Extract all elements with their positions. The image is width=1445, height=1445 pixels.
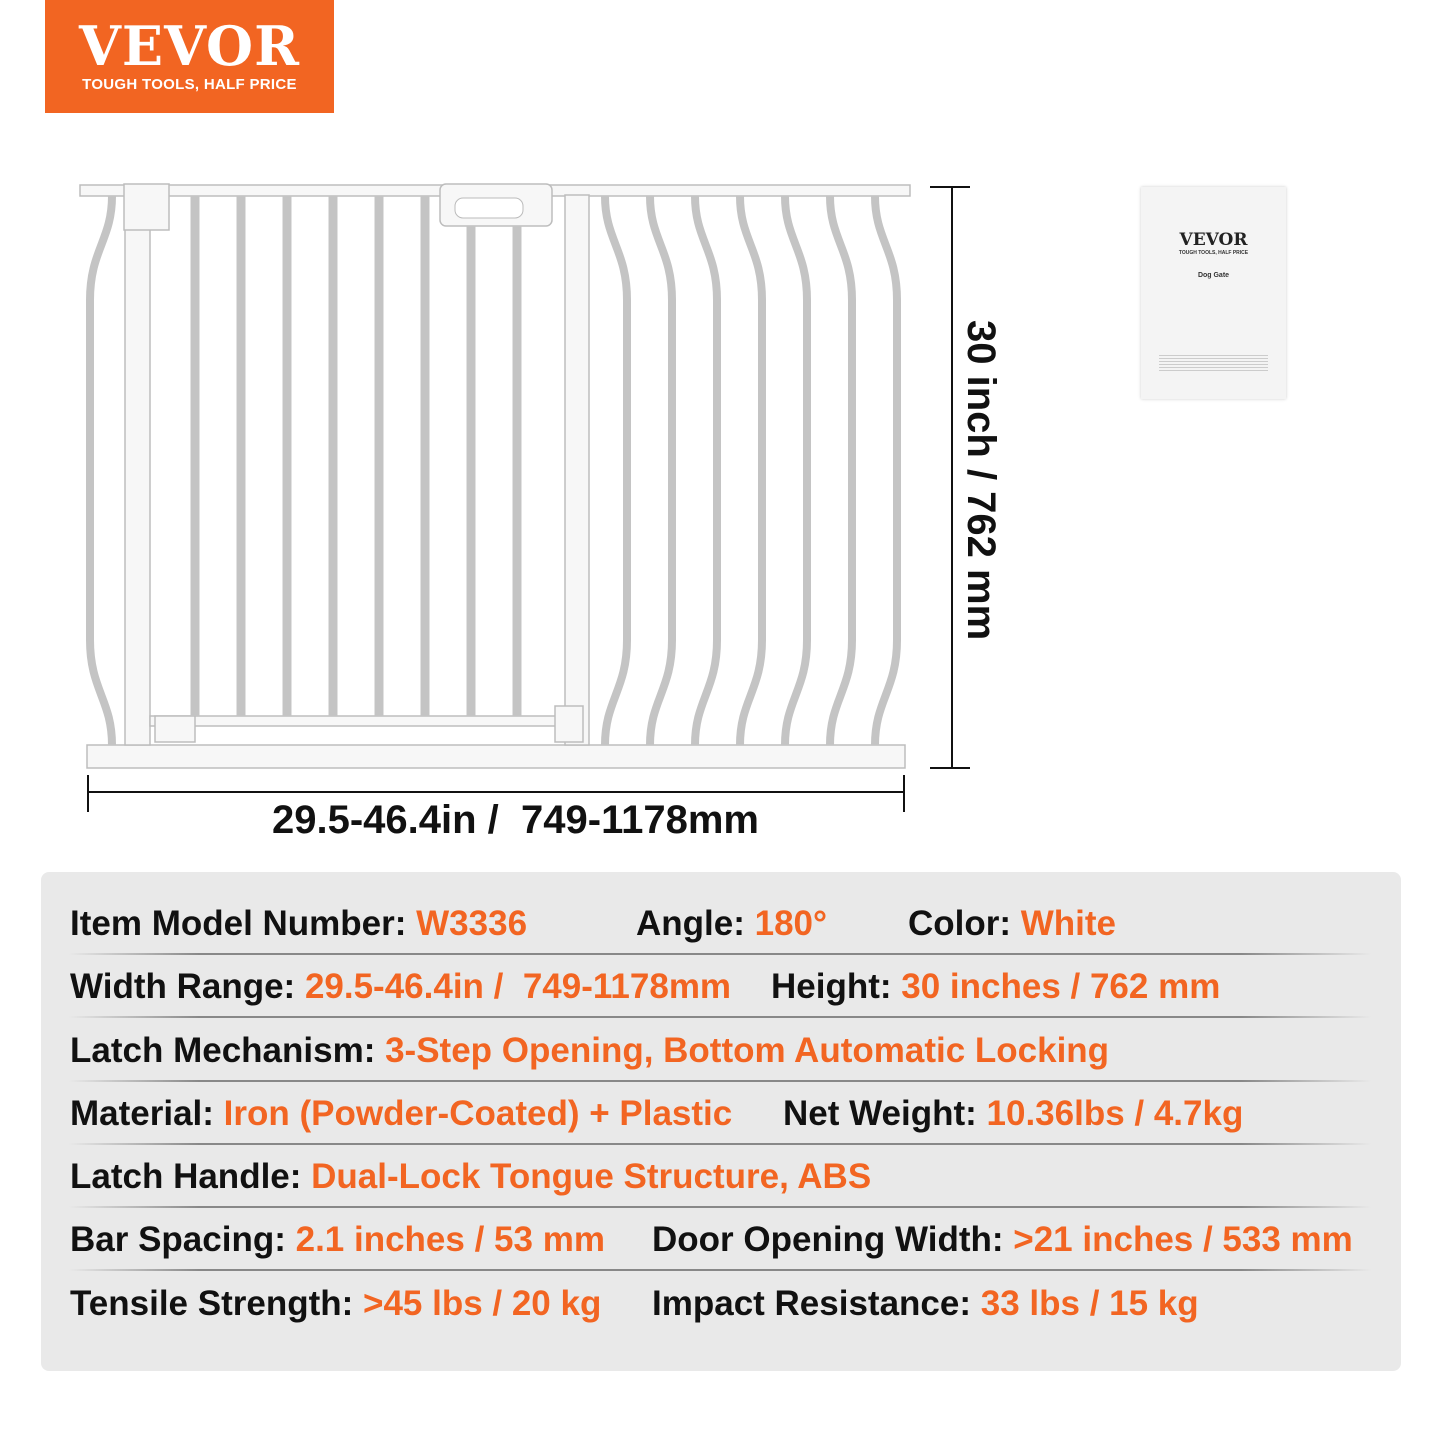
spec-value: 2.1 inches / 53 mm bbox=[295, 1220, 605, 1259]
spec-value: 180° bbox=[754, 904, 828, 943]
spec-item: Color: White bbox=[908, 904, 1116, 944]
spec-item: Door Opening Width: >21 inches / 533 mm bbox=[652, 1220, 1353, 1260]
spec-item: Item Model Number: W3336 bbox=[70, 904, 527, 944]
spec-item: Impact Resistance: 33 lbs / 15 kg bbox=[652, 1284, 1199, 1324]
spec-item: Material: Iron (Powder-Coated) + Plastic bbox=[70, 1094, 732, 1134]
row-divider bbox=[69, 1016, 1371, 1018]
spec-item: Width Range: 29.5-46.4in / 749-1178mm bbox=[70, 967, 731, 1007]
row-divider bbox=[69, 1206, 1371, 1208]
spec-label: Item Model Number: bbox=[70, 904, 417, 943]
row-divider bbox=[69, 1080, 1371, 1082]
spec-value: >21 inches / 533 mm bbox=[1013, 1220, 1353, 1259]
spec-item: Latch Mechanism: 3-Step Opening, Bottom … bbox=[70, 1031, 1109, 1071]
row-divider bbox=[69, 1269, 1371, 1271]
width-dimension-label: 29.5-46.4in / 749-1178mm bbox=[272, 798, 759, 842]
spec-label: Latch Handle: bbox=[70, 1157, 312, 1196]
spec-label: Net Weight: bbox=[783, 1094, 987, 1133]
row-divider bbox=[69, 953, 1371, 955]
spec-item: Bar Spacing: 2.1 inches / 53 mm bbox=[70, 1220, 605, 1260]
spec-item: Net Weight: 10.36lbs / 4.7kg bbox=[783, 1094, 1243, 1134]
spec-item: Height: 30 inches / 762 mm bbox=[771, 967, 1220, 1007]
spec-item: Latch Handle: Dual-Lock Tongue Structure… bbox=[70, 1157, 871, 1197]
spec-label: Bar Spacing: bbox=[70, 1220, 296, 1259]
dog-gate-illustration bbox=[79, 183, 970, 812]
spec-label: Height: bbox=[771, 967, 902, 1006]
spec-label: Material: bbox=[70, 1094, 224, 1133]
extension-bar bbox=[781, 195, 811, 746]
manual-text-lines bbox=[1159, 355, 1268, 373]
spec-label: Impact Resistance: bbox=[652, 1284, 981, 1323]
spec-row: Latch Mechanism: 3-Step Opening, Bottom … bbox=[41, 1031, 1401, 1077]
extension-bar bbox=[871, 195, 901, 746]
manual-title: Dog Gate bbox=[1197, 272, 1230, 279]
spec-value: 29.5-46.4in / 749-1178mm bbox=[304, 967, 732, 1006]
spec-value: W3336 bbox=[416, 904, 528, 943]
extension-bar bbox=[826, 195, 856, 746]
spec-row: Material: Iron (Powder-Coated) + Plastic… bbox=[41, 1094, 1401, 1140]
extension-bar bbox=[601, 195, 631, 746]
spec-value: 3-Step Opening, Bottom Automatic Locking bbox=[385, 1031, 1110, 1070]
spec-row: Tensile Strength: >45 lbs / 20 kg Impact … bbox=[41, 1284, 1401, 1330]
side-bar bbox=[86, 195, 116, 746]
spec-item: Tensile Strength: >45 lbs / 20 kg bbox=[70, 1284, 601, 1324]
row-divider bbox=[69, 1143, 1371, 1145]
spec-value: >45 lbs / 20 kg bbox=[363, 1284, 602, 1323]
spec-label: Tensile Strength: bbox=[70, 1284, 363, 1323]
spec-row: Item Model Number: W3336 Angle: 180° Color… bbox=[41, 904, 1401, 950]
spec-label: Angle: bbox=[636, 904, 755, 943]
instruction-manual: VEVOR TOUGH TOOLS, HALF PRICE Dog Gate bbox=[1141, 187, 1286, 399]
spec-value: 33 lbs / 15 kg bbox=[980, 1284, 1199, 1323]
spec-row: Latch Handle: Dual-Lock Tongue Structure… bbox=[41, 1157, 1401, 1203]
spec-label: Color: bbox=[908, 904, 1021, 943]
spec-label: Door Opening Width: bbox=[652, 1220, 1014, 1259]
logo-brand: VEVOR bbox=[79, 14, 300, 78]
extension-bar bbox=[691, 195, 721, 746]
manual-brand: VEVOR bbox=[1179, 230, 1248, 250]
spec-row: Bar Spacing: 2.1 inches / 53 mm Door Open… bbox=[41, 1220, 1401, 1266]
vevor-logo: VEVOR TOUGH TOOLS, HALF PRICE bbox=[45, 0, 334, 113]
specifications-panel: Item Model Number: W3336 Angle: 180° Color… bbox=[41, 872, 1401, 1371]
spec-value: White bbox=[1020, 904, 1117, 943]
extension-bar bbox=[646, 195, 676, 746]
height-dimension-label: 30 inch / 762 mm bbox=[959, 320, 1003, 641]
spec-value: 10.36lbs / 4.7kg bbox=[986, 1094, 1244, 1133]
spec-value: Iron (Powder-Coated) + Plastic bbox=[223, 1094, 733, 1133]
logo-tagline: TOUGH TOOLS, HALF PRICE bbox=[82, 76, 297, 93]
manual-tagline: TOUGH TOOLS, HALF PRICE bbox=[1178, 250, 1249, 256]
spec-value: 30 inches / 762 mm bbox=[901, 967, 1221, 1006]
spec-row: Width Range: 29.5-46.4in / 749-1178mm Hei… bbox=[41, 967, 1401, 1013]
extension-bar bbox=[736, 195, 766, 746]
spec-item: Angle: 180° bbox=[636, 904, 827, 944]
spec-label: Width Range: bbox=[70, 967, 305, 1006]
spec-value: Dual-Lock Tongue Structure, ABS bbox=[311, 1157, 872, 1196]
spec-label: Latch Mechanism: bbox=[70, 1031, 386, 1070]
